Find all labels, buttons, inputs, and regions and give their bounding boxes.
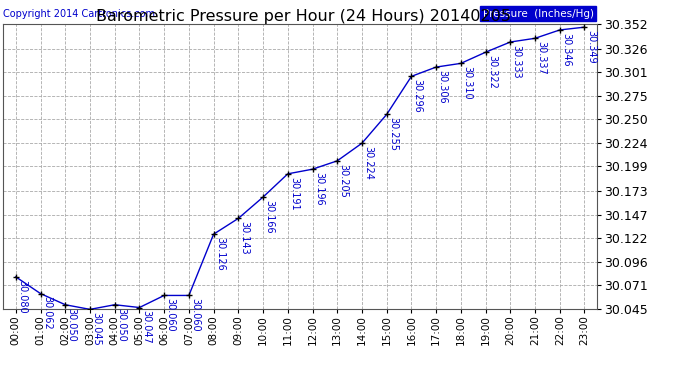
Text: 30.255: 30.255 <box>388 117 398 151</box>
Text: Barometric Pressure per Hour (24 Hours) 20140205: Barometric Pressure per Hour (24 Hours) … <box>96 9 511 24</box>
Text: 30.047: 30.047 <box>141 310 151 344</box>
Text: 30.322: 30.322 <box>487 55 497 89</box>
Text: 30.143: 30.143 <box>239 221 250 255</box>
Text: 30.306: 30.306 <box>437 70 448 104</box>
Text: 30.050: 30.050 <box>67 308 77 341</box>
Text: 30.224: 30.224 <box>364 146 373 180</box>
Text: 30.349: 30.349 <box>586 30 596 64</box>
Text: Copyright 2014 Cartronics.com: Copyright 2014 Cartronics.com <box>3 9 155 19</box>
Text: 30.337: 30.337 <box>536 41 546 75</box>
Text: 30.196: 30.196 <box>314 172 324 206</box>
Text: 30.060: 30.060 <box>166 298 175 332</box>
Text: 30.310: 30.310 <box>462 66 472 100</box>
Text: 30.050: 30.050 <box>116 308 126 341</box>
Text: 30.080: 30.080 <box>17 280 27 313</box>
Text: 30.062: 30.062 <box>42 296 52 330</box>
Text: 30.191: 30.191 <box>289 177 299 210</box>
Text: 30.126: 30.126 <box>215 237 225 271</box>
Text: 30.333: 30.333 <box>512 45 522 78</box>
Text: 30.296: 30.296 <box>413 79 423 113</box>
Text: 30.166: 30.166 <box>264 200 275 234</box>
Text: Pressure  (Inches/Hg): Pressure (Inches/Hg) <box>483 9 594 19</box>
Text: 30.060: 30.060 <box>190 298 200 332</box>
Text: 30.346: 30.346 <box>561 33 571 66</box>
Text: 30.205: 30.205 <box>339 164 348 198</box>
Text: 30.045: 30.045 <box>91 312 101 346</box>
